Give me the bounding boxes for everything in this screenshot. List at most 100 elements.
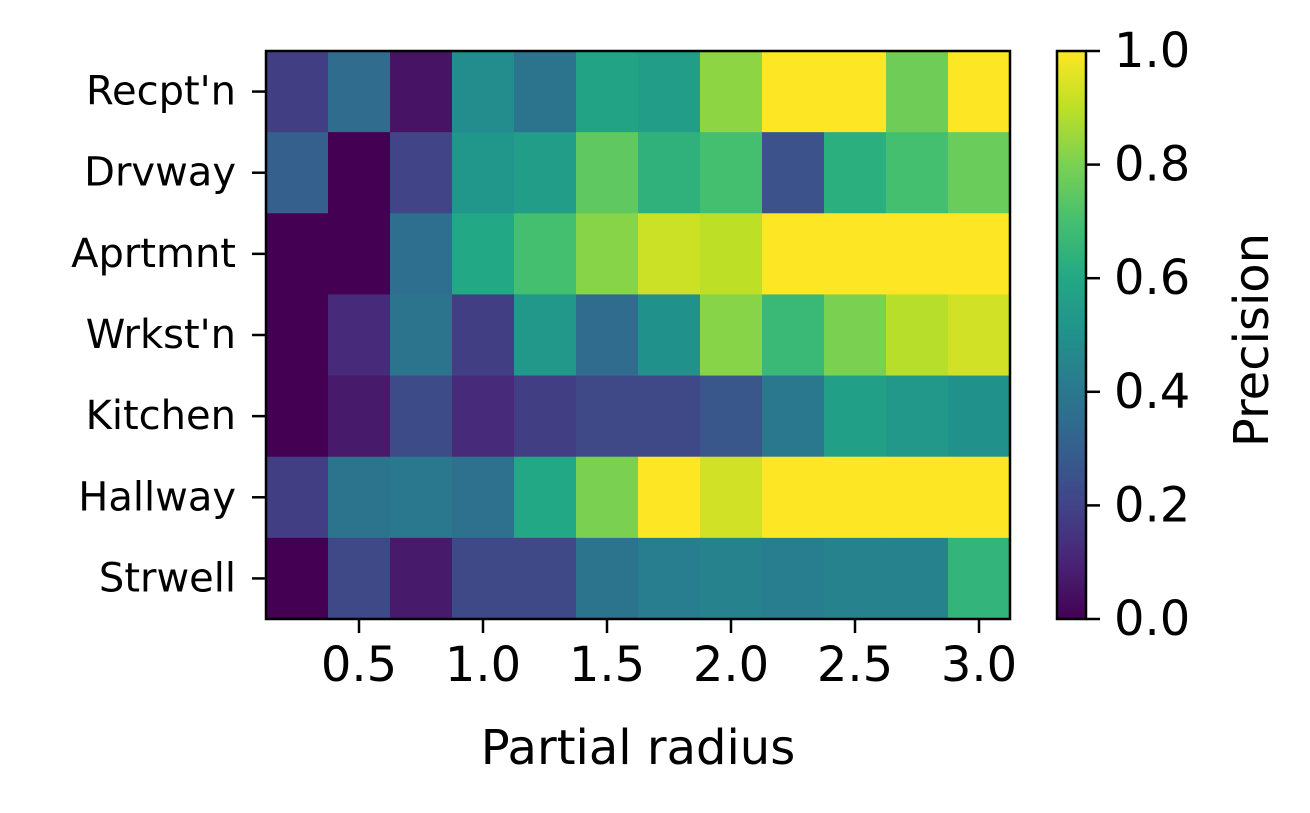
heatmap-cell bbox=[824, 213, 887, 296]
heatmap-cell bbox=[514, 456, 577, 539]
heatmap-cell bbox=[638, 537, 701, 620]
heatmap-cell bbox=[762, 51, 825, 133]
heatmap-cell bbox=[886, 294, 949, 377]
x-tick-label: 3.0 bbox=[941, 637, 1017, 693]
y-tick-label: Hallway bbox=[78, 474, 236, 520]
x-axis-label: Partial radius bbox=[481, 720, 795, 776]
heatmap-cell bbox=[762, 294, 825, 377]
colorbar-label: Precision bbox=[1224, 233, 1280, 447]
heatmap-cell bbox=[700, 294, 763, 377]
colorbar-tick-label: 0.4 bbox=[1114, 364, 1190, 420]
heatmap-cell bbox=[266, 132, 329, 214]
heatmap-cell bbox=[700, 132, 763, 214]
colorbar-tick-label: 0.2 bbox=[1114, 477, 1190, 533]
x-tick-label: 2.5 bbox=[817, 637, 893, 693]
heatmap-cell bbox=[266, 51, 329, 133]
heatmap-cell bbox=[762, 375, 825, 458]
x-axis: 0.5 1.0 1.5 2.0 2.5 3.0 bbox=[321, 619, 1017, 693]
heatmap-cell bbox=[390, 213, 453, 296]
heatmap-cell bbox=[328, 132, 391, 214]
heatmap-cell bbox=[328, 456, 391, 539]
heatmap-cell bbox=[390, 456, 453, 539]
heatmap-cell bbox=[948, 51, 1011, 133]
y-tick-label: Kitchen bbox=[86, 393, 236, 439]
heatmap-cell bbox=[514, 51, 577, 133]
x-tick-label: 1.0 bbox=[445, 637, 521, 693]
heatmap-cell bbox=[514, 537, 577, 620]
colorbar-tick-label: 0.8 bbox=[1114, 137, 1190, 193]
heatmap-cell bbox=[452, 51, 515, 133]
heatmap-cell bbox=[886, 537, 949, 620]
heatmap-cell bbox=[762, 213, 825, 296]
heatmap-cell bbox=[948, 456, 1011, 539]
colorbar bbox=[1055, 49, 1088, 621]
heatmap-cell bbox=[514, 132, 577, 214]
heatmap-cell bbox=[390, 51, 453, 133]
heatmap-cell bbox=[824, 375, 887, 458]
colorbar-tick-label: 1.0 bbox=[1114, 23, 1190, 79]
heatmap-cell bbox=[452, 456, 515, 539]
heatmap-cell bbox=[390, 375, 453, 458]
heatmap-cell bbox=[762, 132, 825, 214]
heatmap-cell bbox=[886, 51, 949, 133]
heatmap-cell bbox=[452, 537, 515, 620]
heatmap-cell bbox=[576, 51, 639, 133]
heatmap-cell bbox=[576, 456, 639, 539]
heatmap-cell bbox=[328, 213, 391, 296]
y-tick-label: Aprtmnt bbox=[71, 231, 236, 277]
heatmap-cell bbox=[638, 51, 701, 133]
heatmap-cell bbox=[266, 537, 329, 620]
heatmap-cell bbox=[886, 375, 949, 458]
heatmap-cell bbox=[390, 294, 453, 377]
heatmap-cell bbox=[700, 537, 763, 620]
heatmap-cell bbox=[638, 456, 701, 539]
heatmap-cell bbox=[824, 132, 887, 214]
heatmap-cell bbox=[514, 375, 577, 458]
heatmap-cell bbox=[948, 213, 1011, 296]
heatmap-cell bbox=[638, 294, 701, 377]
heatmap-cell bbox=[328, 51, 391, 133]
heatmap-cell bbox=[576, 213, 639, 296]
heatmap-cell bbox=[576, 537, 639, 620]
heatmap-cell bbox=[948, 537, 1011, 620]
y-tick-label: Strwell bbox=[99, 555, 236, 601]
heatmap-cell bbox=[390, 132, 453, 214]
colorbar-tick-label: 0.0 bbox=[1114, 591, 1190, 647]
heatmap-cell bbox=[700, 456, 763, 539]
colorbar-axis: 0.0 0.2 0.4 0.6 0.8 1.0 bbox=[1086, 23, 1190, 647]
heatmap-cell bbox=[266, 213, 329, 296]
x-tick-label: 0.5 bbox=[321, 637, 397, 693]
heatmap-cell bbox=[700, 213, 763, 296]
heatmap-cell bbox=[762, 456, 825, 539]
heatmap-cell bbox=[886, 456, 949, 539]
heatmap-cell bbox=[824, 456, 887, 539]
x-tick-label: 2.0 bbox=[693, 637, 769, 693]
heatmap-cell bbox=[266, 375, 329, 458]
heatmap-cell bbox=[576, 375, 639, 458]
heatmap-cell bbox=[514, 294, 577, 377]
heatmap-cell bbox=[700, 375, 763, 458]
y-tick-label: Wrkst'n bbox=[86, 312, 236, 358]
heatmap-cell bbox=[328, 294, 391, 377]
heatmap-cell bbox=[452, 294, 515, 377]
heatmap-cell bbox=[452, 375, 515, 458]
colorbar-tick-label: 0.6 bbox=[1114, 250, 1190, 306]
heatmap-cell bbox=[390, 537, 453, 620]
heatmap-cell bbox=[824, 51, 887, 133]
heatmap-cell bbox=[638, 213, 701, 296]
heatmap-cell bbox=[886, 132, 949, 214]
y-tick-label: Drvway bbox=[84, 150, 236, 196]
heatmap-cell bbox=[886, 213, 949, 296]
heatmap-cell bbox=[948, 294, 1011, 377]
heatmap-cell bbox=[328, 537, 391, 620]
heatmap-cell bbox=[576, 294, 639, 377]
heatmap-cells bbox=[266, 51, 1011, 620]
heatmap-cell bbox=[638, 132, 701, 214]
heatmap-cell bbox=[762, 537, 825, 620]
heatmap-cell bbox=[452, 213, 515, 296]
heatmap-cell bbox=[948, 132, 1011, 214]
heatmap-cell bbox=[266, 294, 329, 377]
heatmap-cell bbox=[266, 456, 329, 539]
